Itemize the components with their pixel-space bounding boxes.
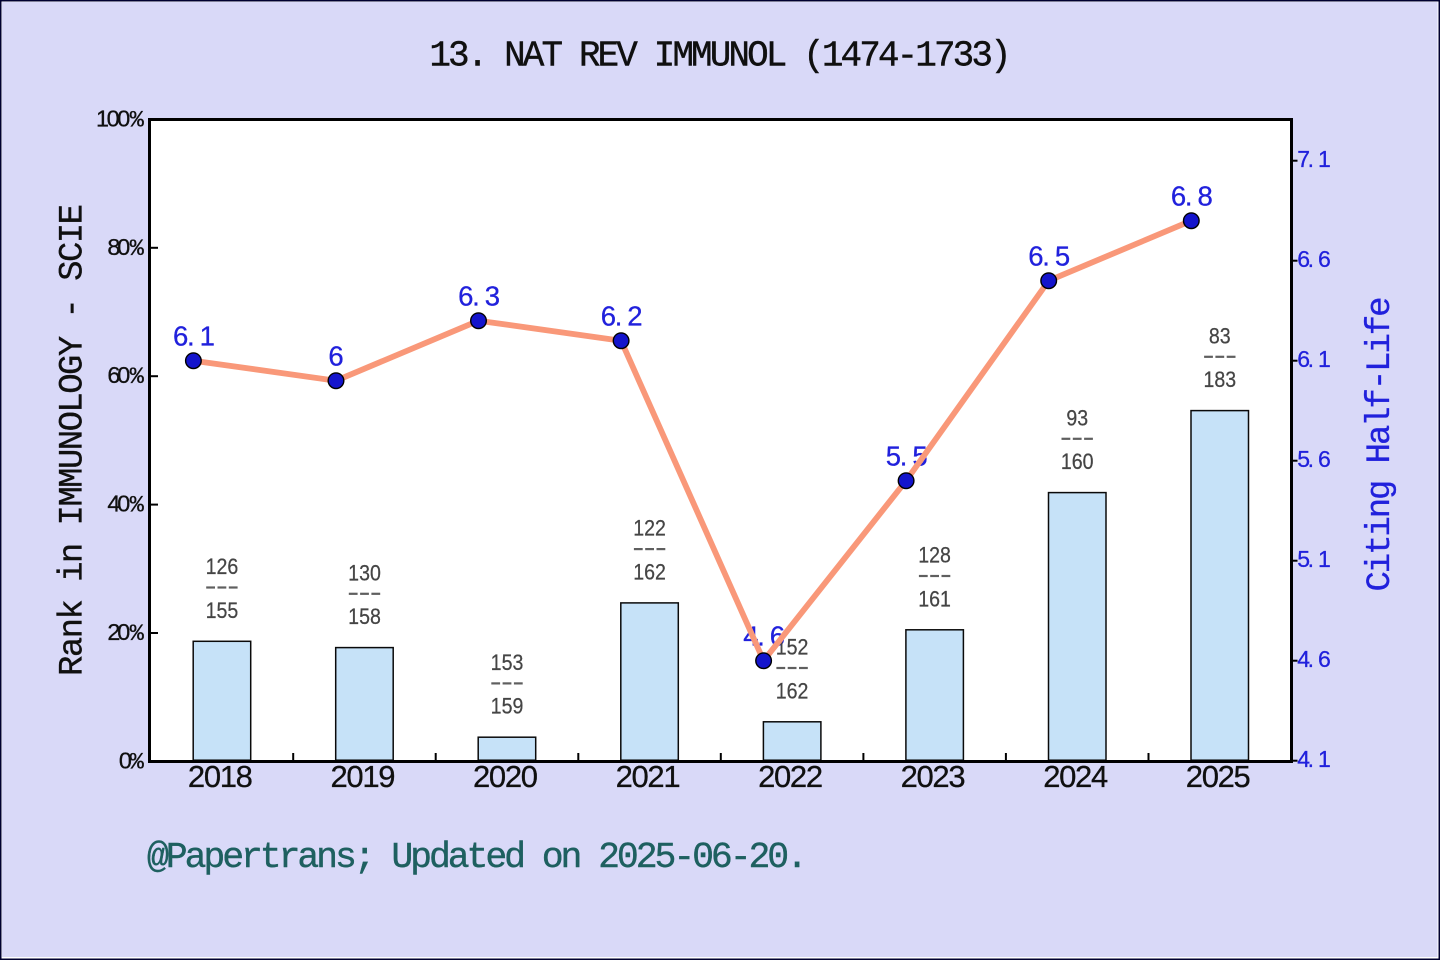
svg-text:6: 6: [328, 341, 343, 372]
svg-text:6.5: 6.5: [1028, 241, 1070, 272]
svg-text:6.1: 6.1: [1297, 346, 1331, 372]
svg-text:80: 80: [107, 234, 130, 260]
svg-text:5.1: 5.1: [1297, 546, 1331, 572]
svg-text:162: 162: [776, 679, 809, 704]
svg-text:122: 122: [633, 516, 666, 541]
svg-text:6.3: 6.3: [458, 281, 500, 312]
svg-text:0: 0: [119, 747, 132, 773]
svg-text:2024: 2024: [1043, 759, 1108, 794]
svg-text:161: 161: [918, 587, 951, 612]
svg-text:2022: 2022: [758, 759, 823, 794]
svg-text:%: %: [130, 750, 145, 776]
svg-text:60: 60: [107, 362, 130, 388]
svg-text:13. NAT REV IMMUNOL (1474-1733: 13. NAT REV IMMUNOL (1474-1733): [429, 36, 1011, 77]
svg-text:4.6: 4.6: [1297, 646, 1331, 672]
svg-text:%: %: [130, 108, 145, 134]
svg-text:126: 126: [206, 555, 239, 580]
svg-text:2025: 2025: [1186, 759, 1251, 794]
svg-text:130: 130: [348, 561, 381, 586]
svg-text:%: %: [130, 237, 145, 263]
svg-text:100: 100: [96, 105, 130, 131]
svg-text:153: 153: [491, 651, 524, 676]
svg-text:@Papertrans; Updated on 2025-0: @Papertrans; Updated on 2025-06-20.: [147, 837, 808, 878]
svg-text:40: 40: [107, 491, 130, 517]
svg-text:2019: 2019: [331, 759, 396, 794]
svg-text:6.2: 6.2: [601, 301, 643, 332]
svg-text:4.1: 4.1: [1297, 746, 1331, 772]
svg-text:20: 20: [107, 619, 130, 645]
svg-text:83: 83: [1209, 324, 1231, 349]
svg-text:128: 128: [918, 543, 951, 568]
svg-text:Citing Half-Life: Citing Half-Life: [1362, 297, 1400, 592]
svg-text:2021: 2021: [616, 759, 681, 794]
svg-text:7.1: 7.1: [1297, 146, 1331, 172]
svg-text:5.6: 5.6: [1297, 446, 1331, 472]
svg-text:93: 93: [1066, 406, 1088, 431]
svg-text:%: %: [130, 365, 145, 391]
svg-text:155: 155: [206, 599, 239, 624]
svg-text:6.6: 6.6: [1297, 246, 1331, 272]
svg-text:183: 183: [1203, 368, 1236, 393]
svg-text:%: %: [130, 494, 145, 520]
svg-text:Rank in IMMUNOLOGY - SCIE: Rank in IMMUNOLOGY - SCIE: [55, 204, 93, 676]
svg-text:6.8: 6.8: [1171, 181, 1213, 212]
svg-text:158: 158: [348, 605, 381, 630]
svg-text:2020: 2020: [473, 759, 538, 794]
svg-text:159: 159: [491, 694, 524, 719]
svg-text:162: 162: [633, 560, 666, 585]
svg-text:%: %: [130, 622, 145, 648]
svg-text:160: 160: [1061, 450, 1094, 475]
svg-text:6.1: 6.1: [173, 321, 215, 352]
svg-text:2018: 2018: [188, 759, 253, 794]
svg-text:2023: 2023: [901, 759, 966, 794]
